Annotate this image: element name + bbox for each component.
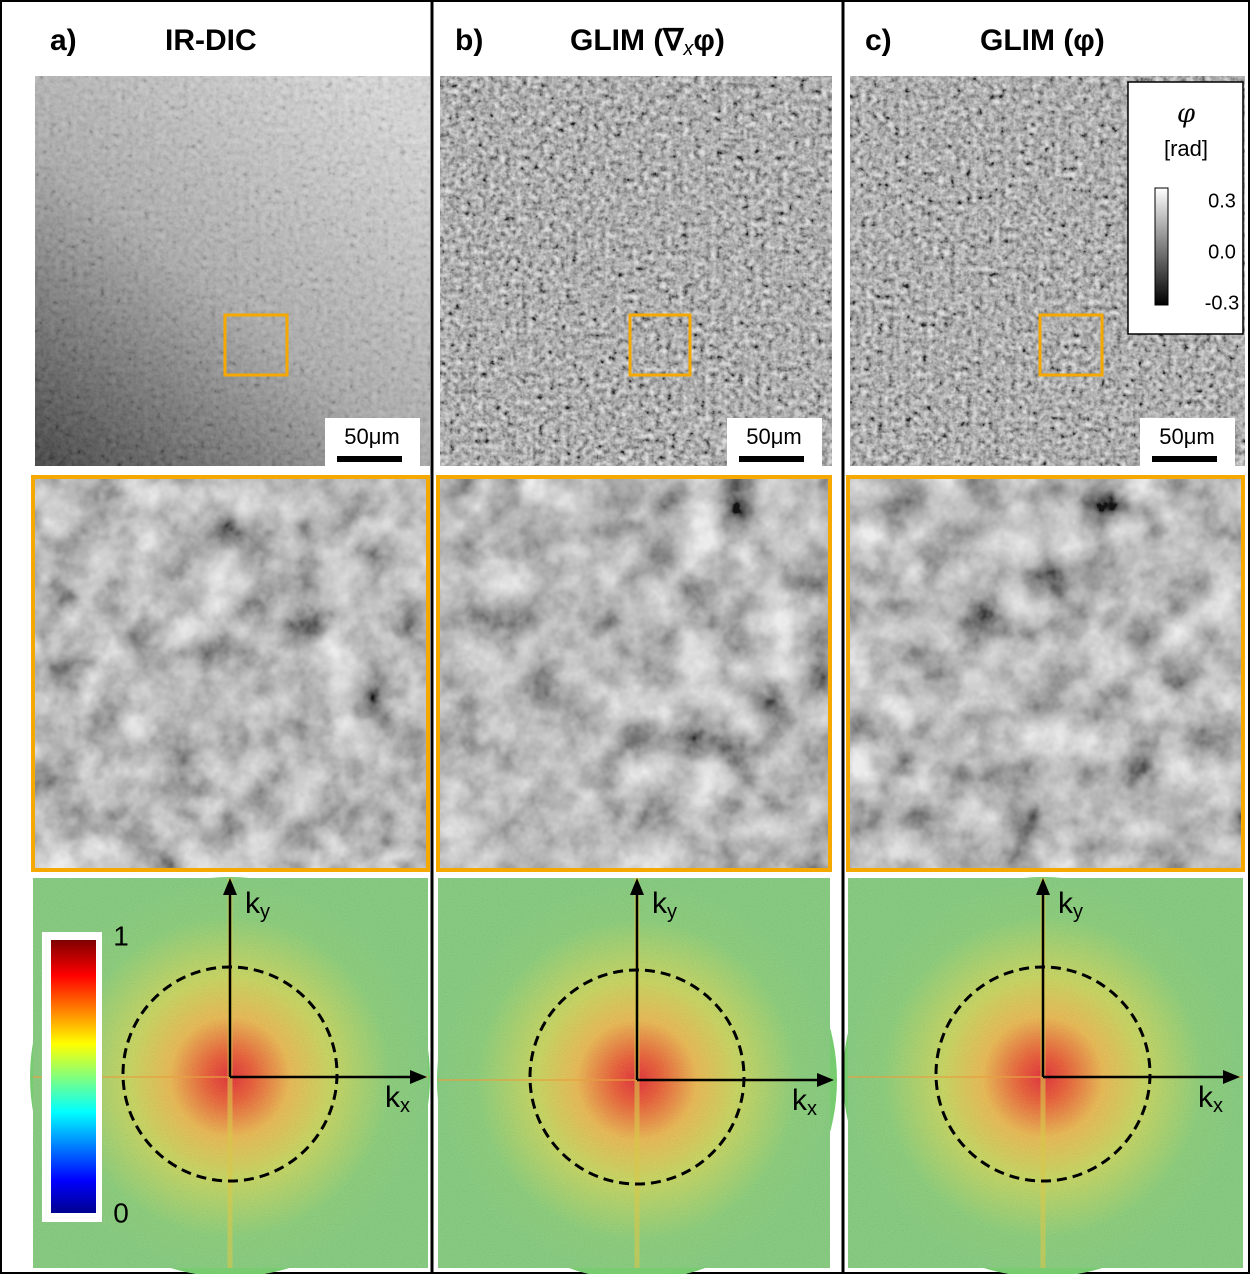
spectrum-max: 1 bbox=[113, 920, 129, 951]
title-part: GLIM (φ) bbox=[980, 24, 1105, 57]
zoom-texture bbox=[848, 477, 1243, 870]
panel-title: IR-DIC bbox=[165, 24, 257, 57]
scale-bar-label: 50μm bbox=[746, 424, 801, 449]
kx-sub: x bbox=[400, 1095, 410, 1117]
ky-sub: y bbox=[260, 901, 270, 923]
phase-tick-label: 0.3 bbox=[1208, 190, 1236, 212]
phase-tick-label: 0.0 bbox=[1208, 241, 1236, 263]
figure: a)IR-DIC50μmkykxb)GLIM (∇xφ)50μmkykxc)GL… bbox=[0, 0, 1250, 1274]
ky-sub: y bbox=[1073, 901, 1083, 923]
spectrum-min: 0 bbox=[113, 1197, 129, 1228]
title-part: φ) bbox=[693, 24, 724, 57]
scale-bar bbox=[337, 456, 402, 462]
panel-label: c) bbox=[865, 24, 892, 57]
panel-label: a) bbox=[50, 24, 77, 57]
title-part: GLIM (∇ bbox=[570, 24, 684, 57]
image-texture bbox=[35, 76, 430, 466]
image-texture bbox=[440, 76, 832, 466]
panel-title: GLIM (φ) bbox=[980, 24, 1105, 57]
scale-bar-label: 50μm bbox=[1159, 424, 1214, 449]
scale-bar bbox=[739, 456, 804, 462]
panel-title: GLIM (∇xφ) bbox=[570, 24, 725, 60]
panel-label: b) bbox=[455, 24, 483, 57]
kx-main: k bbox=[385, 1081, 401, 1114]
phase-tick-label: -0.3 bbox=[1205, 292, 1239, 314]
ky-sub: y bbox=[667, 901, 677, 923]
scale-bar-label: 50μm bbox=[344, 424, 399, 449]
ky-main: k bbox=[652, 887, 668, 920]
phase-unit: [rad] bbox=[1164, 136, 1208, 161]
phase-symbol: φ bbox=[1177, 99, 1196, 129]
title-part: IR-DIC bbox=[165, 24, 257, 57]
phase-colorbar bbox=[1155, 188, 1168, 305]
kspace-noise bbox=[438, 878, 830, 1268]
zoom-texture bbox=[438, 477, 830, 870]
kx-main: k bbox=[1198, 1081, 1214, 1114]
ky-main: k bbox=[1058, 887, 1074, 920]
kx-sub: x bbox=[807, 1098, 817, 1120]
ky-main: k bbox=[245, 887, 261, 920]
kx-sub: x bbox=[1213, 1095, 1223, 1117]
spectrum-colorbar bbox=[51, 940, 96, 1213]
scale-bar bbox=[1152, 456, 1217, 462]
zoom-texture bbox=[33, 477, 428, 870]
kx-main: k bbox=[792, 1084, 808, 1117]
